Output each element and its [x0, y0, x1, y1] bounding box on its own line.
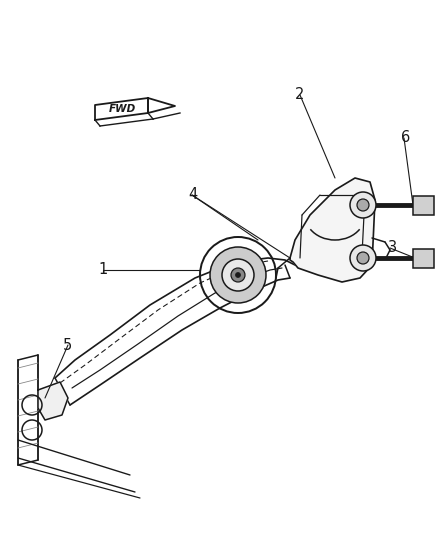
Text: 1: 1 [98, 262, 108, 277]
Text: 3: 3 [388, 240, 396, 255]
Circle shape [357, 252, 369, 264]
Text: 2: 2 [295, 87, 305, 102]
Polygon shape [95, 98, 148, 120]
FancyBboxPatch shape [413, 248, 434, 268]
Polygon shape [38, 382, 68, 420]
Circle shape [357, 199, 369, 211]
Circle shape [231, 268, 245, 282]
Text: FWD: FWD [108, 104, 136, 114]
Circle shape [236, 272, 240, 278]
Polygon shape [290, 178, 375, 282]
Circle shape [210, 247, 266, 303]
Text: 6: 6 [400, 130, 410, 145]
Circle shape [350, 192, 376, 218]
FancyBboxPatch shape [413, 196, 434, 214]
Text: 4: 4 [188, 187, 198, 202]
Circle shape [222, 259, 254, 291]
Text: 5: 5 [63, 338, 73, 353]
Circle shape [350, 245, 376, 271]
Polygon shape [148, 98, 175, 113]
